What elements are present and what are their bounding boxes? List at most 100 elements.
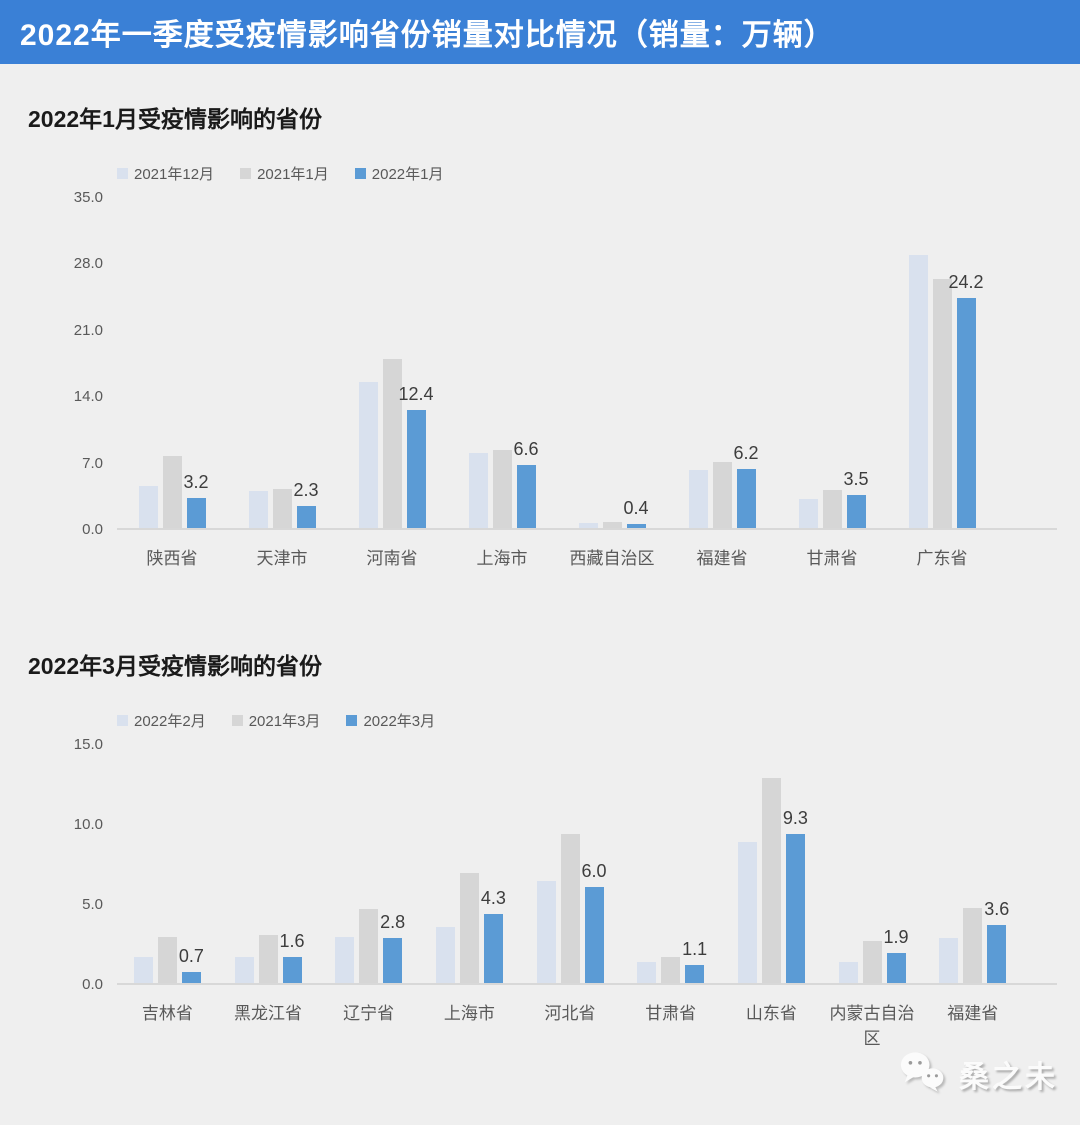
bar xyxy=(258,935,278,983)
x-axis-label: 上海市 xyxy=(476,549,528,568)
chart1-x-axis: 陕西省 天津市 河南省 上海市 西藏自治区 福建省 甘肃省 广东省 xyxy=(117,530,1057,569)
x-axis-label: 西藏自治区 xyxy=(569,549,655,568)
x-axis-label: 上海市 xyxy=(443,1004,495,1023)
bar-group: 2.8 xyxy=(318,745,419,983)
y-axis-tick: 15.0 xyxy=(73,736,103,753)
bar xyxy=(798,498,818,528)
bar-group: 1.1 xyxy=(620,745,721,983)
bar xyxy=(468,453,488,528)
bar xyxy=(234,957,254,983)
bar xyxy=(939,938,959,983)
bar xyxy=(578,523,598,528)
chart2-title: 2022年3月受疫情影响的省份 xyxy=(28,653,322,679)
bar xyxy=(248,491,268,528)
bar-group: 3.5 xyxy=(777,198,887,528)
bar xyxy=(584,887,604,983)
legend-swatch-icon xyxy=(231,714,243,726)
x-axis-label: 山东省 xyxy=(745,1004,797,1023)
x-axis-label: 河南省 xyxy=(366,549,418,568)
bar xyxy=(459,872,479,983)
bar xyxy=(181,971,201,983)
bar xyxy=(492,450,512,528)
x-axis-label: 天津市 xyxy=(256,549,308,568)
bar-group: 9.3 xyxy=(721,745,822,983)
bar xyxy=(406,410,426,528)
legend-item: 2022年2月 xyxy=(117,710,206,731)
bar-group: 0.7 xyxy=(117,745,218,983)
bar xyxy=(637,962,657,983)
bar xyxy=(186,497,206,528)
bar-group: 12.4 xyxy=(337,198,447,528)
x-axis-label: 福建省 xyxy=(947,1004,999,1023)
bar xyxy=(359,909,379,983)
bar-group: 2.3 xyxy=(227,198,337,528)
bar xyxy=(688,470,708,528)
bar xyxy=(282,957,302,983)
bar-group: 4.3 xyxy=(419,745,520,983)
data-label: 12.4 xyxy=(398,384,434,405)
chart1-legend: 2021年12月 2021年1月 2022年1月 xyxy=(117,163,1080,184)
legend-item: 2021年12月 xyxy=(117,163,214,184)
watermark-text: 桑之未 xyxy=(959,1060,1058,1094)
x-axis-label: 内蒙古自治区 xyxy=(829,1004,915,1048)
data-label: 3.5 xyxy=(843,468,869,489)
legend-label: 2021年1月 xyxy=(257,165,329,183)
bar xyxy=(963,907,983,983)
bar xyxy=(661,957,681,983)
bar xyxy=(785,834,805,983)
data-label: 6.6 xyxy=(513,439,539,460)
bar xyxy=(133,957,153,983)
watermark: 桑之未 xyxy=(897,1048,1058,1099)
bar xyxy=(536,880,556,983)
bar xyxy=(685,965,705,983)
bar-group: 3.2 xyxy=(117,198,227,528)
y-axis-tick: 14.0 xyxy=(73,388,103,406)
chart1-bars: 3.2 2.3 12.4 6.6 0.4 6.2 3.5 24.2 xyxy=(117,198,1057,530)
bar xyxy=(435,927,455,983)
legend-label: 2022年2月 xyxy=(134,712,206,730)
data-label: 6.2 xyxy=(733,443,759,464)
x-axis-label: 甘肃省 xyxy=(806,549,858,568)
x-axis-label: 吉林省 xyxy=(141,1004,193,1023)
data-label: 24.2 xyxy=(948,272,984,293)
y-axis-tick: 35.0 xyxy=(73,189,103,206)
bar xyxy=(712,461,732,528)
data-label: 2.8 xyxy=(380,912,406,933)
bar xyxy=(383,938,403,983)
bar xyxy=(736,469,756,528)
header-banner: 2022年一季度受疫情影响省份销量对比情况（销量：万辆） xyxy=(0,0,1080,64)
x-axis-label: 福建省 xyxy=(696,549,748,568)
bar xyxy=(822,490,842,528)
x-axis-label: 陕西省 xyxy=(146,549,198,568)
bar xyxy=(846,494,866,528)
data-label: 0.4 xyxy=(623,498,649,519)
x-axis-label: 辽宁省 xyxy=(343,1004,395,1023)
data-label: 1.1 xyxy=(682,939,708,960)
chart2-x-axis: 吉林省 黑龙江省 辽宁省 上海市 河北省 甘肃省 山东省 内蒙古自治区 福建省 xyxy=(117,985,1057,1049)
bar xyxy=(138,486,158,528)
y-axis-tick: 0.0 xyxy=(82,976,103,993)
bar xyxy=(737,842,757,983)
y-axis-tick: 0.0 xyxy=(82,521,103,538)
legend-label: 2022年1月 xyxy=(371,165,444,183)
y-axis-tick: 28.0 xyxy=(73,255,103,273)
legend-label: 2021年12月 xyxy=(134,165,215,183)
y-axis-tick: 21.0 xyxy=(73,321,103,339)
bar xyxy=(272,489,292,528)
bar xyxy=(382,359,402,528)
bar xyxy=(157,936,177,983)
legend-item: 2022年3月 xyxy=(346,710,435,731)
y-axis-tick: 7.0 xyxy=(82,454,103,472)
bar xyxy=(483,914,503,983)
legend-item: 2021年1月 xyxy=(240,163,329,184)
x-axis-label: 甘肃省 xyxy=(645,1004,697,1023)
bar-group: 6.6 xyxy=(447,198,557,528)
bar xyxy=(602,522,622,528)
bar xyxy=(516,465,536,528)
bar xyxy=(932,278,952,528)
bar-group: 1.9 xyxy=(822,745,923,983)
bar-group: 0.4 xyxy=(557,198,667,528)
page-title: 2022年一季度受疫情影响省份销量对比情况（销量：万辆） xyxy=(20,19,835,52)
bar xyxy=(560,834,580,983)
legend-swatch-icon xyxy=(117,167,128,179)
